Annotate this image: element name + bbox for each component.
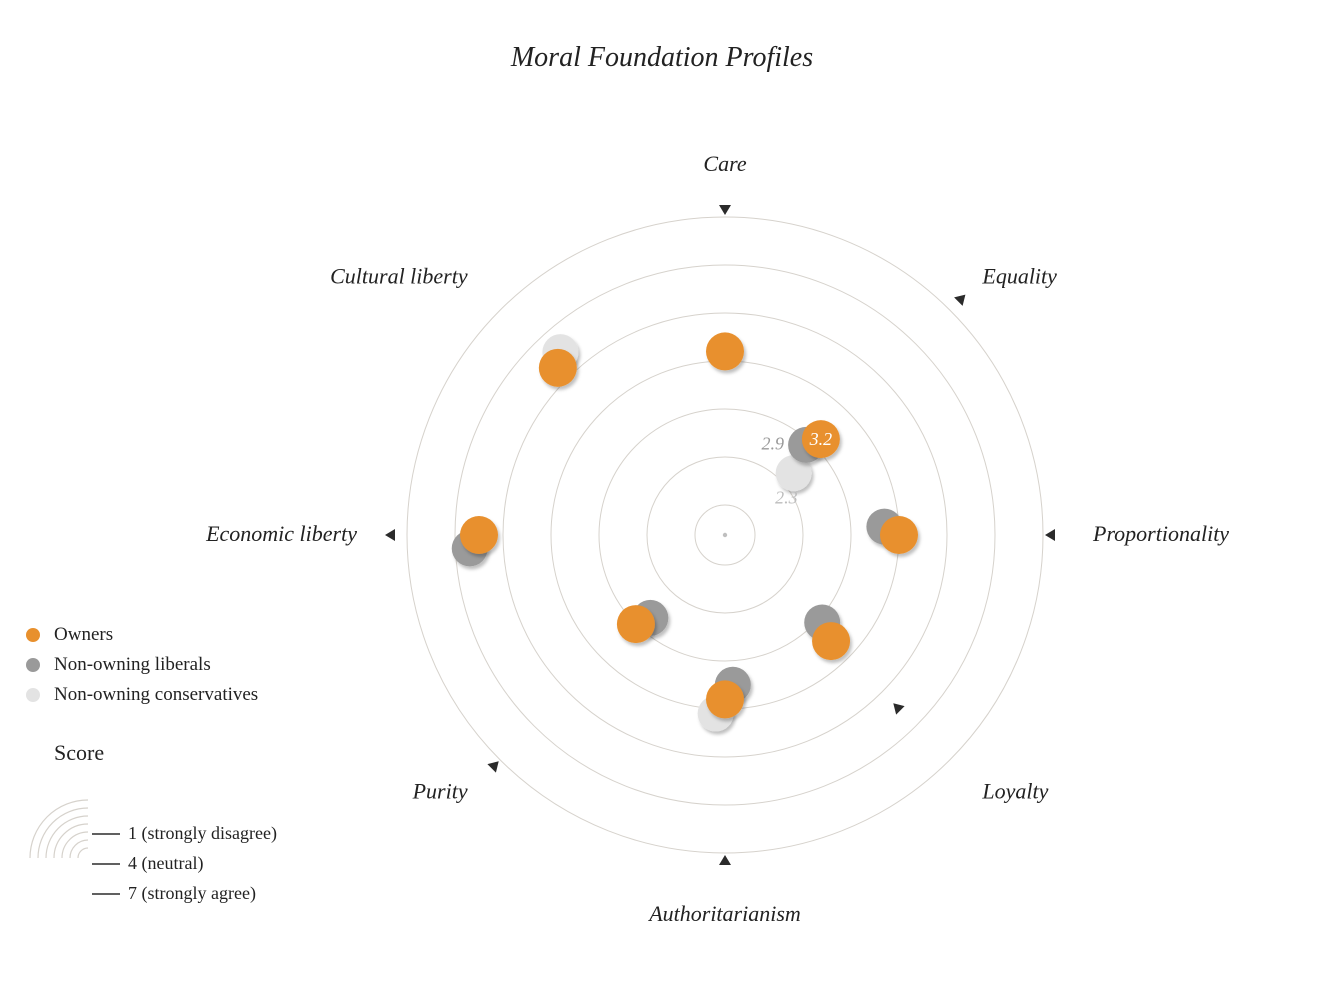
marker-cultural_liberty <box>539 349 577 387</box>
axis-label-cultural_liberty: Cultural liberty <box>330 264 468 289</box>
legend-label: Non-owning conservatives <box>54 684 258 706</box>
marker-purity <box>617 605 655 643</box>
legend-swatch-liberals <box>26 658 40 672</box>
marker-proportionality <box>880 516 918 554</box>
score-row: 1 (strongly disagree) <box>128 823 277 844</box>
value-label: 3.2 <box>809 429 833 449</box>
legend-item: Non-owning liberals <box>26 650 258 680</box>
axis-label-proportionality: Proportionality <box>1092 521 1229 546</box>
legend-swatch-conservatives <box>26 688 40 702</box>
score-row: 7 (strongly agree) <box>128 883 256 904</box>
axis-label-care: Care <box>703 151 746 176</box>
axis-label-loyalty: Loyalty <box>981 778 1048 803</box>
score-legend: Score 1 (strongly disagree) 4 (neutral) 7 … <box>26 740 346 924</box>
axis-label-authoritarianism: Authoritarianism <box>647 901 801 926</box>
marker-care <box>706 332 744 370</box>
legend-item: Owners <box>26 620 258 650</box>
marker-economic_liberty <box>460 516 498 554</box>
axis-label-economic_liberty: Economic liberty <box>205 521 357 546</box>
legend-swatch-owners <box>26 628 40 642</box>
score-legend-title: Score <box>54 740 346 766</box>
legend-item: Non-owning conservatives <box>26 680 258 710</box>
axis-label-equality: Equality <box>981 264 1057 289</box>
legend-label: Non-owning liberals <box>54 654 211 676</box>
score-row: 4 (neutral) <box>128 853 203 874</box>
legend-label: Owners <box>54 624 113 646</box>
series-legend: Owners Non-owning liberals Non-owning co… <box>26 620 258 710</box>
axis-label-purity: Purity <box>412 778 468 803</box>
score-legend-graphic: 1 (strongly disagree) 4 (neutral) 7 (stron… <box>26 784 346 924</box>
value-label: 2.3 <box>775 488 798 508</box>
marker-authoritarianism <box>706 680 744 718</box>
value-label: 2.9 <box>761 433 784 453</box>
marker-loyalty <box>812 622 850 660</box>
